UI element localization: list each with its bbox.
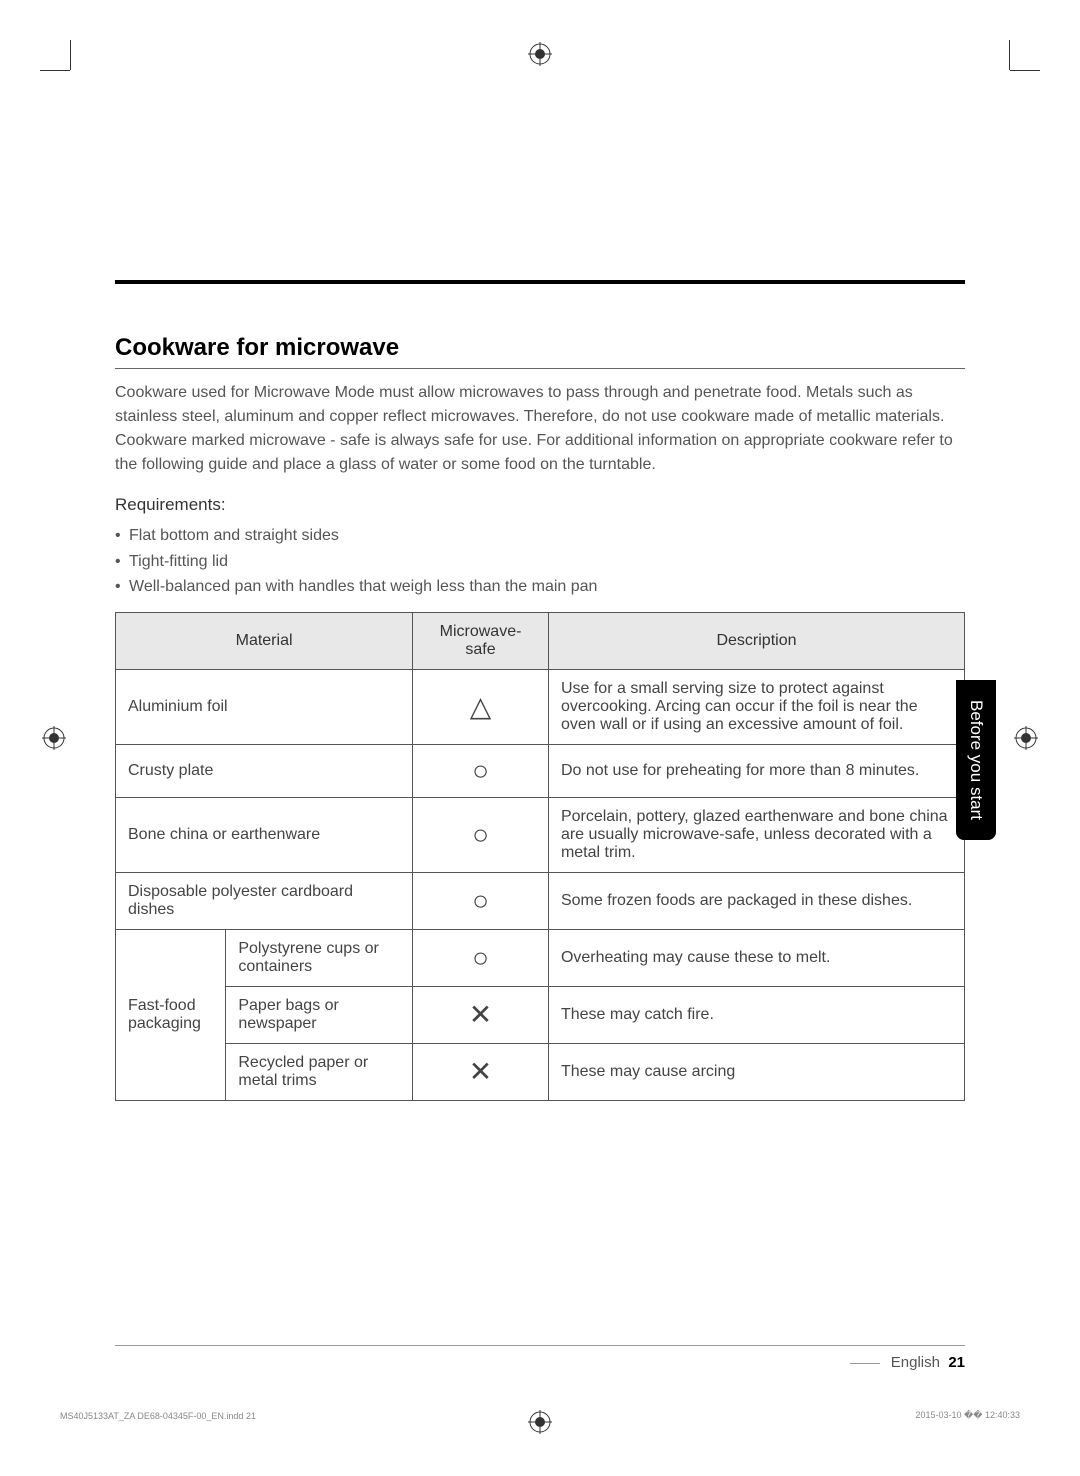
table-row: Disposable polyester cardboard dishes ○ … xyxy=(116,872,965,929)
header-description: Description xyxy=(548,612,964,669)
table-row: Paper bags or newspaper ✕ These may catc… xyxy=(116,986,965,1043)
cookware-table: Material Microwave-safe Description Alum… xyxy=(115,612,965,1101)
registration-mark-icon xyxy=(528,1410,552,1434)
intro-paragraph: Cookware used for Microwave Mode must al… xyxy=(115,381,965,477)
footer-dash xyxy=(850,1363,880,1364)
description-cell: Do not use for preheating for more than … xyxy=(548,744,964,797)
print-info-left: MS40J5133AT_ZA DE68-04345F-00_EN.indd 21 xyxy=(60,1411,256,1421)
material-cell: Aluminium foil xyxy=(116,669,413,744)
material-cell: Disposable polyester cardboard dishes xyxy=(116,872,413,929)
list-item: Flat bottom and straight sides xyxy=(115,523,965,549)
title-rule xyxy=(115,368,965,369)
list-item: Well-balanced pan with handles that weig… xyxy=(115,574,965,600)
material-cell: Paper bags or newspaper xyxy=(226,986,413,1043)
registration-mark-icon xyxy=(42,726,66,750)
symbol-cell: △ xyxy=(413,669,549,744)
header-safe: Microwave-safe xyxy=(413,612,549,669)
crop-mark xyxy=(1009,40,1010,70)
table-row: Aluminium foil △ Use for a small serving… xyxy=(116,669,965,744)
material-cell: Polystyrene cups or containers xyxy=(226,929,413,986)
crop-mark xyxy=(1010,70,1040,71)
table-row: Crusty plate ○ Do not use for preheating… xyxy=(116,744,965,797)
requirements-label: Requirements: xyxy=(115,495,965,515)
symbol-cell: ○ xyxy=(413,929,549,986)
header-material: Material xyxy=(116,612,413,669)
description-cell: Overheating may cause these to melt. xyxy=(548,929,964,986)
registration-mark-icon xyxy=(1014,726,1038,750)
top-rule xyxy=(115,280,965,284)
symbol-cell: ✕ xyxy=(413,1043,549,1100)
description-cell: Some frozen foods are packaged in these … xyxy=(548,872,964,929)
footer-language: English xyxy=(891,1354,940,1371)
description-cell: These may catch fire. xyxy=(548,986,964,1043)
table-row: Fast-food packaging Polystyrene cups or … xyxy=(116,929,965,986)
main-content: Cookware for microwave Cookware used for… xyxy=(115,280,965,1101)
page-number: 21 xyxy=(948,1354,965,1371)
section-title: Cookware for microwave xyxy=(115,334,965,362)
material-cell: Recycled paper or metal trims xyxy=(226,1043,413,1100)
page-footer: English 21 xyxy=(891,1354,965,1371)
material-cell: Crusty plate xyxy=(116,744,413,797)
side-tab: Before you start xyxy=(956,680,996,840)
registration-mark-icon xyxy=(528,42,552,66)
description-cell: Use for a small serving size to protect … xyxy=(548,669,964,744)
material-group-cell: Fast-food packaging xyxy=(116,929,226,1100)
symbol-cell: ✕ xyxy=(413,986,549,1043)
list-item: Tight-fitting lid xyxy=(115,549,965,575)
table-header-row: Material Microwave-safe Description xyxy=(116,612,965,669)
symbol-cell: ○ xyxy=(413,744,549,797)
table-row: Bone china or earthenware ○ Porcelain, p… xyxy=(116,797,965,872)
requirements-list: Flat bottom and straight sides Tight-fit… xyxy=(115,523,965,600)
print-info-right: 2015-03-10 �� 12:40:33 xyxy=(915,1410,1020,1421)
description-cell: These may cause arcing xyxy=(548,1043,964,1100)
footer-rule xyxy=(115,1345,965,1346)
crop-mark xyxy=(40,70,70,71)
table-row: Recycled paper or metal trims ✕ These ma… xyxy=(116,1043,965,1100)
symbol-cell: ○ xyxy=(413,797,549,872)
symbol-cell: ○ xyxy=(413,872,549,929)
description-cell: Porcelain, pottery, glazed earthenware a… xyxy=(548,797,964,872)
material-cell: Bone china or earthenware xyxy=(116,797,413,872)
crop-mark xyxy=(70,40,71,70)
